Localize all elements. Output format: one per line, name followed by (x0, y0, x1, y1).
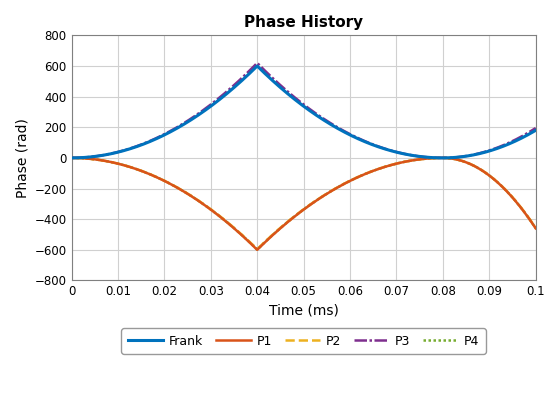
Title: Phase History: Phase History (244, 15, 363, 30)
Y-axis label: Phase (rad): Phase (rad) (15, 118, 29, 198)
Legend: Frank, P1, P2, P3, P4: Frank, P1, P2, P3, P4 (122, 328, 486, 354)
X-axis label: Time (ms): Time (ms) (269, 304, 339, 318)
